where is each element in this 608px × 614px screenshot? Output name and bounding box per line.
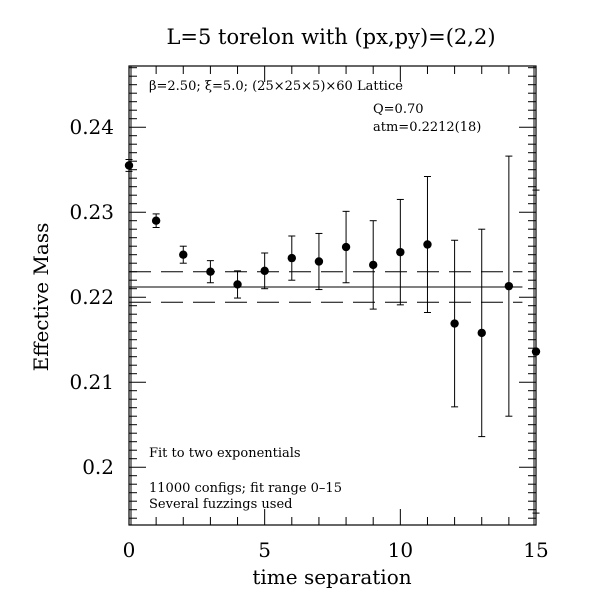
data-point	[450, 319, 459, 328]
data-point	[396, 247, 405, 257]
chart-title: L=5 torelon with (px,py)=(2,2)	[166, 25, 495, 49]
x-tick-label: 5	[258, 538, 271, 562]
data-points	[124, 155, 541, 514]
y-tick-label: 0.21	[69, 370, 114, 394]
data-point	[287, 253, 296, 263]
fit-band	[129, 271, 523, 303]
x-tick-labels: 0 5 10 15	[123, 538, 549, 562]
data-point	[233, 280, 242, 289]
data-point	[260, 266, 269, 276]
data-point	[423, 240, 432, 249]
y-tick-label: 0.22	[69, 285, 114, 309]
data-point	[206, 267, 215, 276]
data-point	[477, 328, 486, 338]
x-tick-label: 10	[388, 538, 413, 562]
annotation-fit: Fit to two exponentials	[149, 446, 301, 461]
data-point	[124, 161, 134, 170]
data-point	[369, 260, 378, 270]
annotation-fuzzings: Several fuzzings used	[149, 497, 293, 512]
y-tick-label: 0.23	[69, 200, 114, 224]
annotation-configs: 11000 configs; fit range 0–15	[149, 481, 342, 496]
data-point	[341, 242, 351, 252]
annotation-q: Q=0.70	[373, 102, 424, 117]
y-tick-labels: 0.2 0.21 0.22 0.23 0.24	[69, 115, 114, 479]
y-tick-label: 0.2	[82, 455, 114, 479]
x-tick-label: 0	[123, 538, 136, 562]
x-tick-label: 15	[523, 538, 548, 562]
data-point	[531, 347, 541, 356]
x-axis-label: time separation	[252, 565, 411, 589]
data-point	[151, 216, 161, 225]
data-point	[504, 281, 514, 291]
annotation-lattice: β=2.50; ξ=5.0; (25×25×5)×60 Lattice	[149, 79, 403, 94]
y-axis-label: Effective Mass	[29, 223, 53, 372]
annotation-mass: atm=0.2212(18)	[373, 120, 481, 135]
data-point	[314, 257, 324, 266]
axis-ticks	[128, 66, 537, 525]
data-point	[179, 250, 188, 259]
y-tick-label: 0.24	[69, 115, 114, 139]
